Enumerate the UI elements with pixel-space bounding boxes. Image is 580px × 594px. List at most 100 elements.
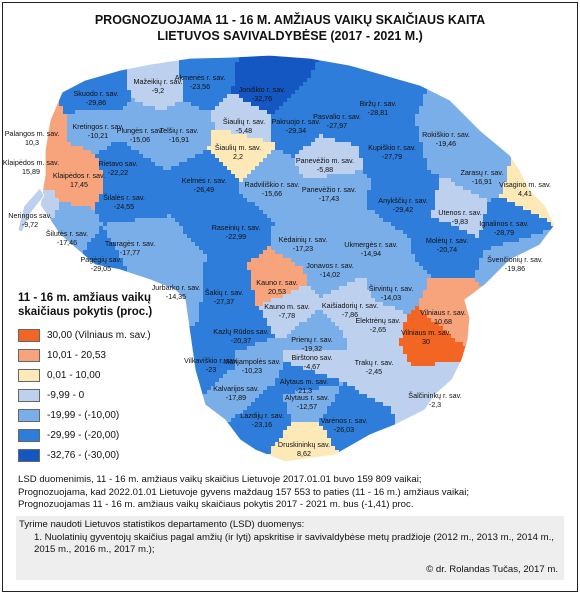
region-cell [311,182,316,187]
region-cell [155,190,160,195]
region-cell [83,186,88,191]
region-cell [127,82,132,87]
region-cell [219,162,224,167]
region-cell [531,134,536,139]
region-cell [423,146,428,151]
region-cell [211,134,216,139]
region-cell [227,118,232,123]
region-cell [23,114,28,119]
region-cell [135,82,140,87]
region-cell [467,106,472,111]
region-cell [115,62,120,67]
region-cell [203,70,208,75]
region-cell [531,74,536,79]
region-cell [263,110,268,115]
region-cell [99,66,104,71]
region-cell [127,174,132,179]
region-cell [303,146,308,151]
region-cell [259,134,264,139]
region-cell [215,146,220,151]
region-cell [151,162,156,167]
region-cell [295,94,300,99]
region-cell [483,74,488,79]
region-cell [119,170,124,175]
region-cell [227,182,232,187]
region-cell [563,158,568,163]
region-cell [503,74,508,79]
region-cell [151,138,156,143]
region-cell [519,58,524,63]
region-cell [503,126,508,131]
region-cell [171,158,176,163]
region-cell [535,122,540,127]
region-cell [443,70,448,75]
region-cell [343,110,348,115]
region-cell [315,66,320,71]
region-cell [151,142,156,147]
region-cell [371,174,376,179]
region-cell [51,154,56,159]
region-cell [183,138,188,143]
region-cell [427,138,432,143]
region-cell [247,86,252,91]
region-cell [447,118,452,123]
region-cell [87,58,92,63]
region-cell [43,94,48,99]
region-cell [543,126,548,131]
region-cell [147,74,152,79]
region-cell [351,74,356,79]
region-cell [499,110,504,115]
region-cell [179,158,184,163]
region-cell [291,158,296,163]
region-cell [247,50,252,55]
region-cell [559,106,564,111]
region-cell [387,62,392,67]
region-cell [555,110,560,115]
region-cell [211,142,216,147]
region-cell [559,138,564,143]
region-cell [91,106,96,111]
region-cell [275,182,280,187]
region-cell [419,102,424,107]
region-cell [167,122,172,127]
region-cell [303,50,308,55]
region-cell [163,118,168,123]
region-cell [199,122,204,127]
region-cell [51,66,56,71]
region-cell [367,114,372,119]
region-cell [135,150,140,155]
region-cell [471,90,476,95]
region-cell [123,186,128,191]
region-cell [547,66,552,71]
region-cell [523,150,528,155]
region-cell [199,130,204,135]
region-cell [195,150,200,155]
region-cell [191,166,196,171]
region-cell [379,50,384,55]
region-cell [231,70,236,75]
region-cell [415,134,420,139]
region-cell [111,174,116,179]
region-cell [367,82,372,87]
region-cell [155,142,160,147]
region-cell [419,158,424,163]
region-cell [155,138,160,143]
region-cell [67,66,72,71]
region-cell [139,158,144,163]
region-cell [183,70,188,75]
region-cell [319,114,324,119]
region-cell [383,102,388,107]
region-cell [143,55,148,59]
region-cell [255,66,260,71]
region-cell [391,170,396,175]
region-cell [127,130,132,135]
region-cell [351,94,356,99]
region-cell [307,186,312,191]
region-cell [251,78,256,83]
region-cell [231,118,236,123]
region-cell [259,110,264,115]
region-cell [303,78,308,83]
region-cell [171,178,176,183]
region-cell [71,102,76,107]
region-cell [447,86,452,91]
